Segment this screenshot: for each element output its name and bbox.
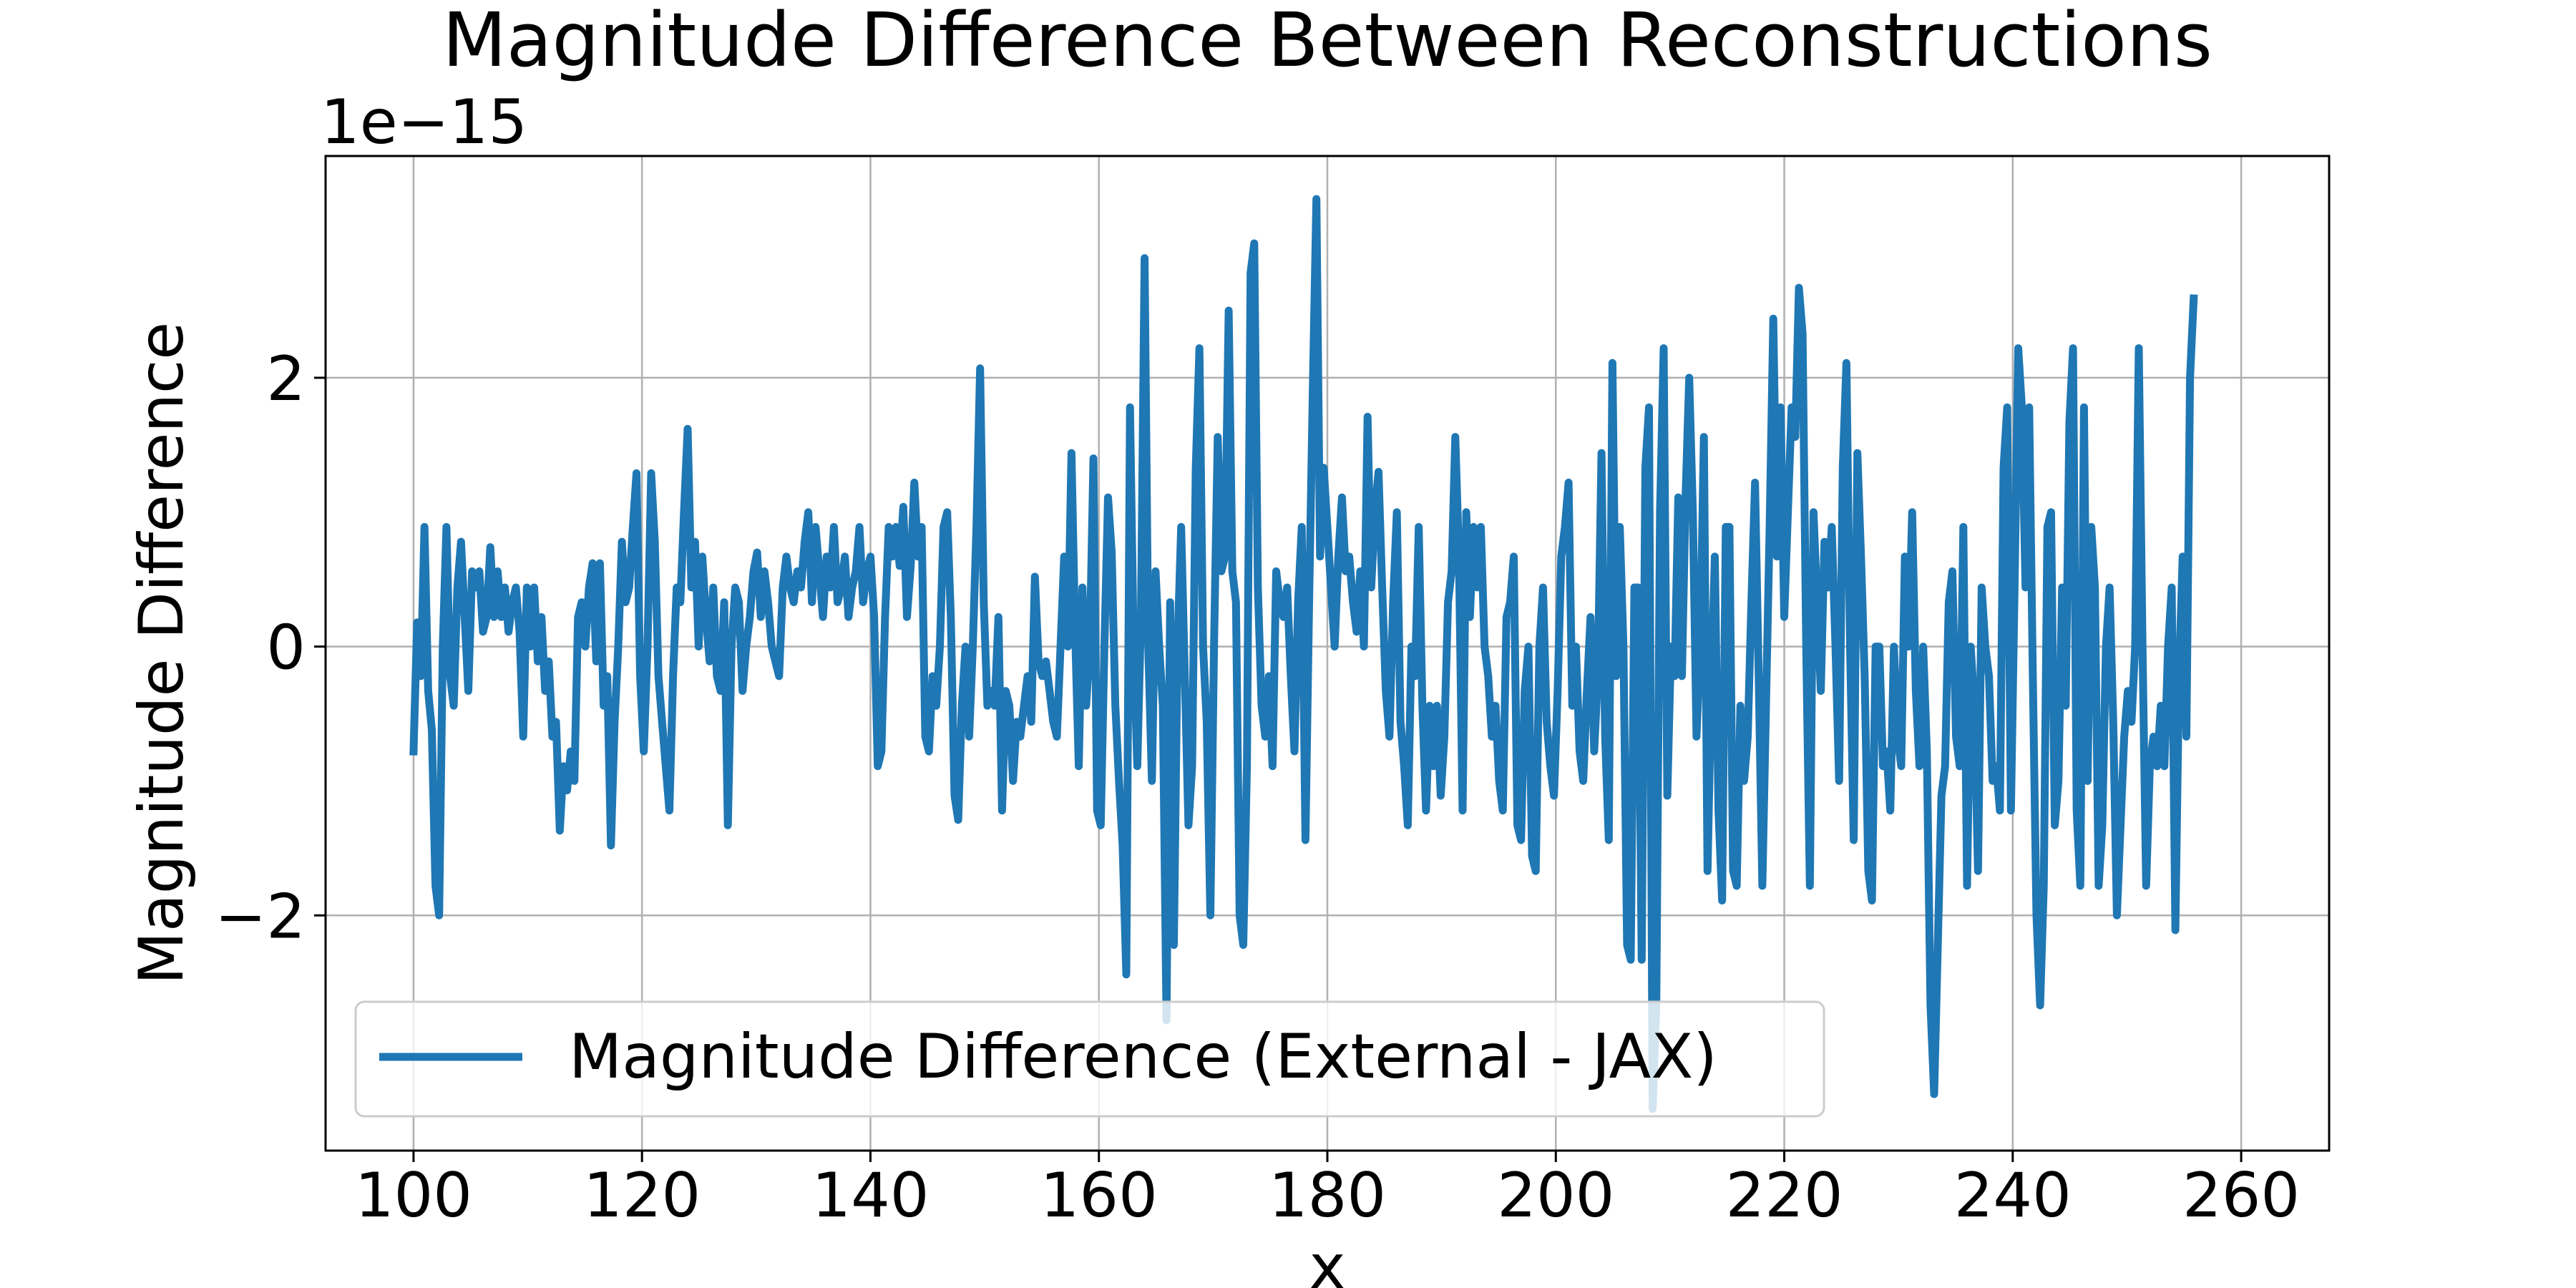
legend-label: Magnitude Difference (External - JAX) <box>569 1021 1717 1093</box>
legend-box <box>354 1000 1825 1118</box>
legend: Magnitude Difference (External - JAX) <box>354 1000 1825 1118</box>
x-axis-label: x <box>1309 1231 1346 1288</box>
ticks: 100 120 140 160 180 200 220 240 260 −2 0 2 <box>215 343 2300 1231</box>
y-tick-label: −2 <box>215 881 306 952</box>
y-axis-label: Magnitude Difference <box>126 322 197 985</box>
x-tick-label: 100 <box>355 1160 472 1231</box>
x-tick-label: 240 <box>1954 1160 2072 1231</box>
x-tick-label: 140 <box>811 1160 929 1231</box>
chart-title: Magnitude Difference Between Reconstruct… <box>442 0 2212 84</box>
y-tick-label: 2 <box>266 343 306 415</box>
x-tick-label: 200 <box>1497 1160 1614 1231</box>
x-tick-label: 160 <box>1040 1160 1158 1231</box>
x-tick-label: 180 <box>1269 1160 1386 1231</box>
y-tick-label: 0 <box>266 613 306 684</box>
x-tick-label: 220 <box>1725 1160 1843 1231</box>
plot-lines <box>409 195 2198 1113</box>
y-offset-label: 1e−15 <box>321 87 527 158</box>
x-tick-label: 260 <box>2182 1160 2300 1231</box>
series-line <box>409 195 2198 1113</box>
x-tick-label: 120 <box>583 1160 701 1231</box>
